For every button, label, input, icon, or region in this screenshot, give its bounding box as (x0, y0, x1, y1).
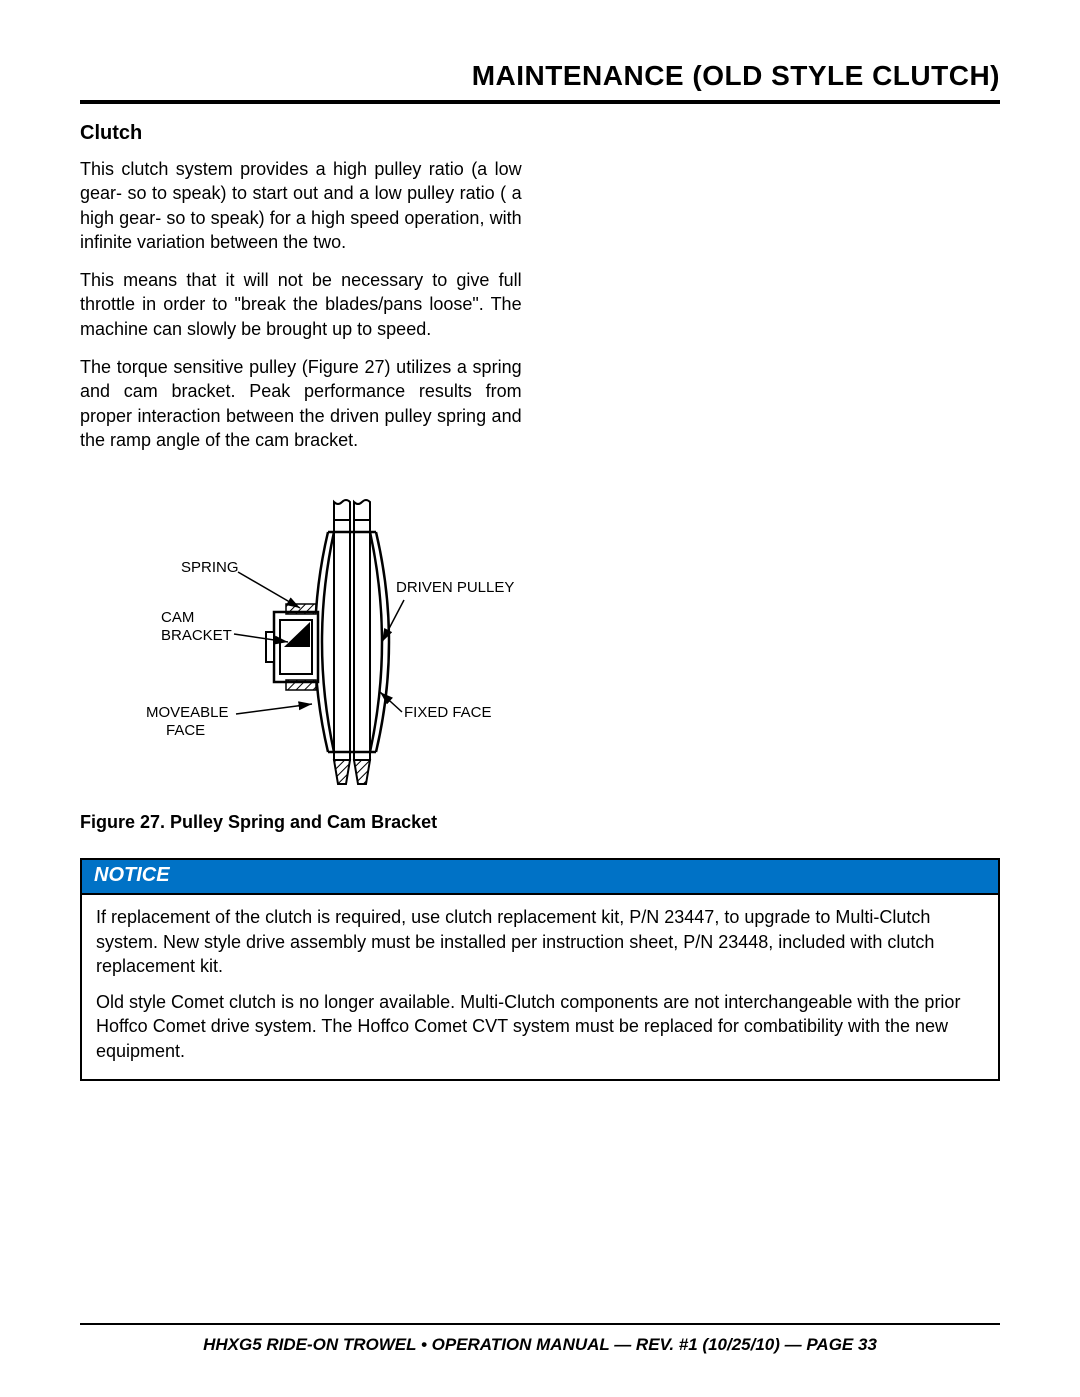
label-cam: CAM (161, 609, 194, 626)
page: MAINTENANCE (OLD STYLE CLUTCH) Clutch Th… (0, 0, 1080, 1397)
label-moveable: MOVEABLE (146, 704, 229, 721)
paragraph-2: This means that it will not be necessary… (80, 268, 522, 341)
notice-paragraph-2: Old style Comet clutch is no longer avai… (96, 990, 984, 1063)
notice-header: NOTICE (82, 860, 998, 895)
label-fixed-face: FIXED FACE (404, 704, 492, 721)
figure-caption: Figure 27. Pulley Spring and Cam Bracket (80, 812, 522, 833)
notice-box: NOTICE If replacement of the clutch is r… (80, 858, 1000, 1081)
label-driven-pulley: DRIVEN PULLEY (396, 579, 514, 596)
label-face: FACE (166, 722, 205, 739)
figure: SPRING CAM BRACKET MOVEABLE FACE DRIVEN … (80, 492, 522, 833)
paragraph-3: The torque sensitive pulley (Figure 27) … (80, 355, 522, 452)
notice-body: If replacement of the clutch is required… (82, 895, 998, 1079)
section-heading: Clutch (80, 122, 1000, 145)
page-footer: HHXG5 RIDE-ON TROWEL • OPERATION MANUAL … (80, 1323, 1000, 1355)
pulley-diagram: SPRING CAM BRACKET MOVEABLE FACE DRIVEN … (86, 492, 516, 792)
label-spring: SPRING (181, 559, 239, 576)
label-bracket: BRACKET (161, 627, 232, 644)
paragraph-1: This clutch system provides a high pulle… (80, 157, 522, 254)
body-text: This clutch system provides a high pulle… (80, 157, 522, 452)
page-title: MAINTENANCE (OLD STYLE CLUTCH) (80, 60, 1000, 104)
notice-paragraph-1: If replacement of the clutch is required… (96, 905, 984, 978)
